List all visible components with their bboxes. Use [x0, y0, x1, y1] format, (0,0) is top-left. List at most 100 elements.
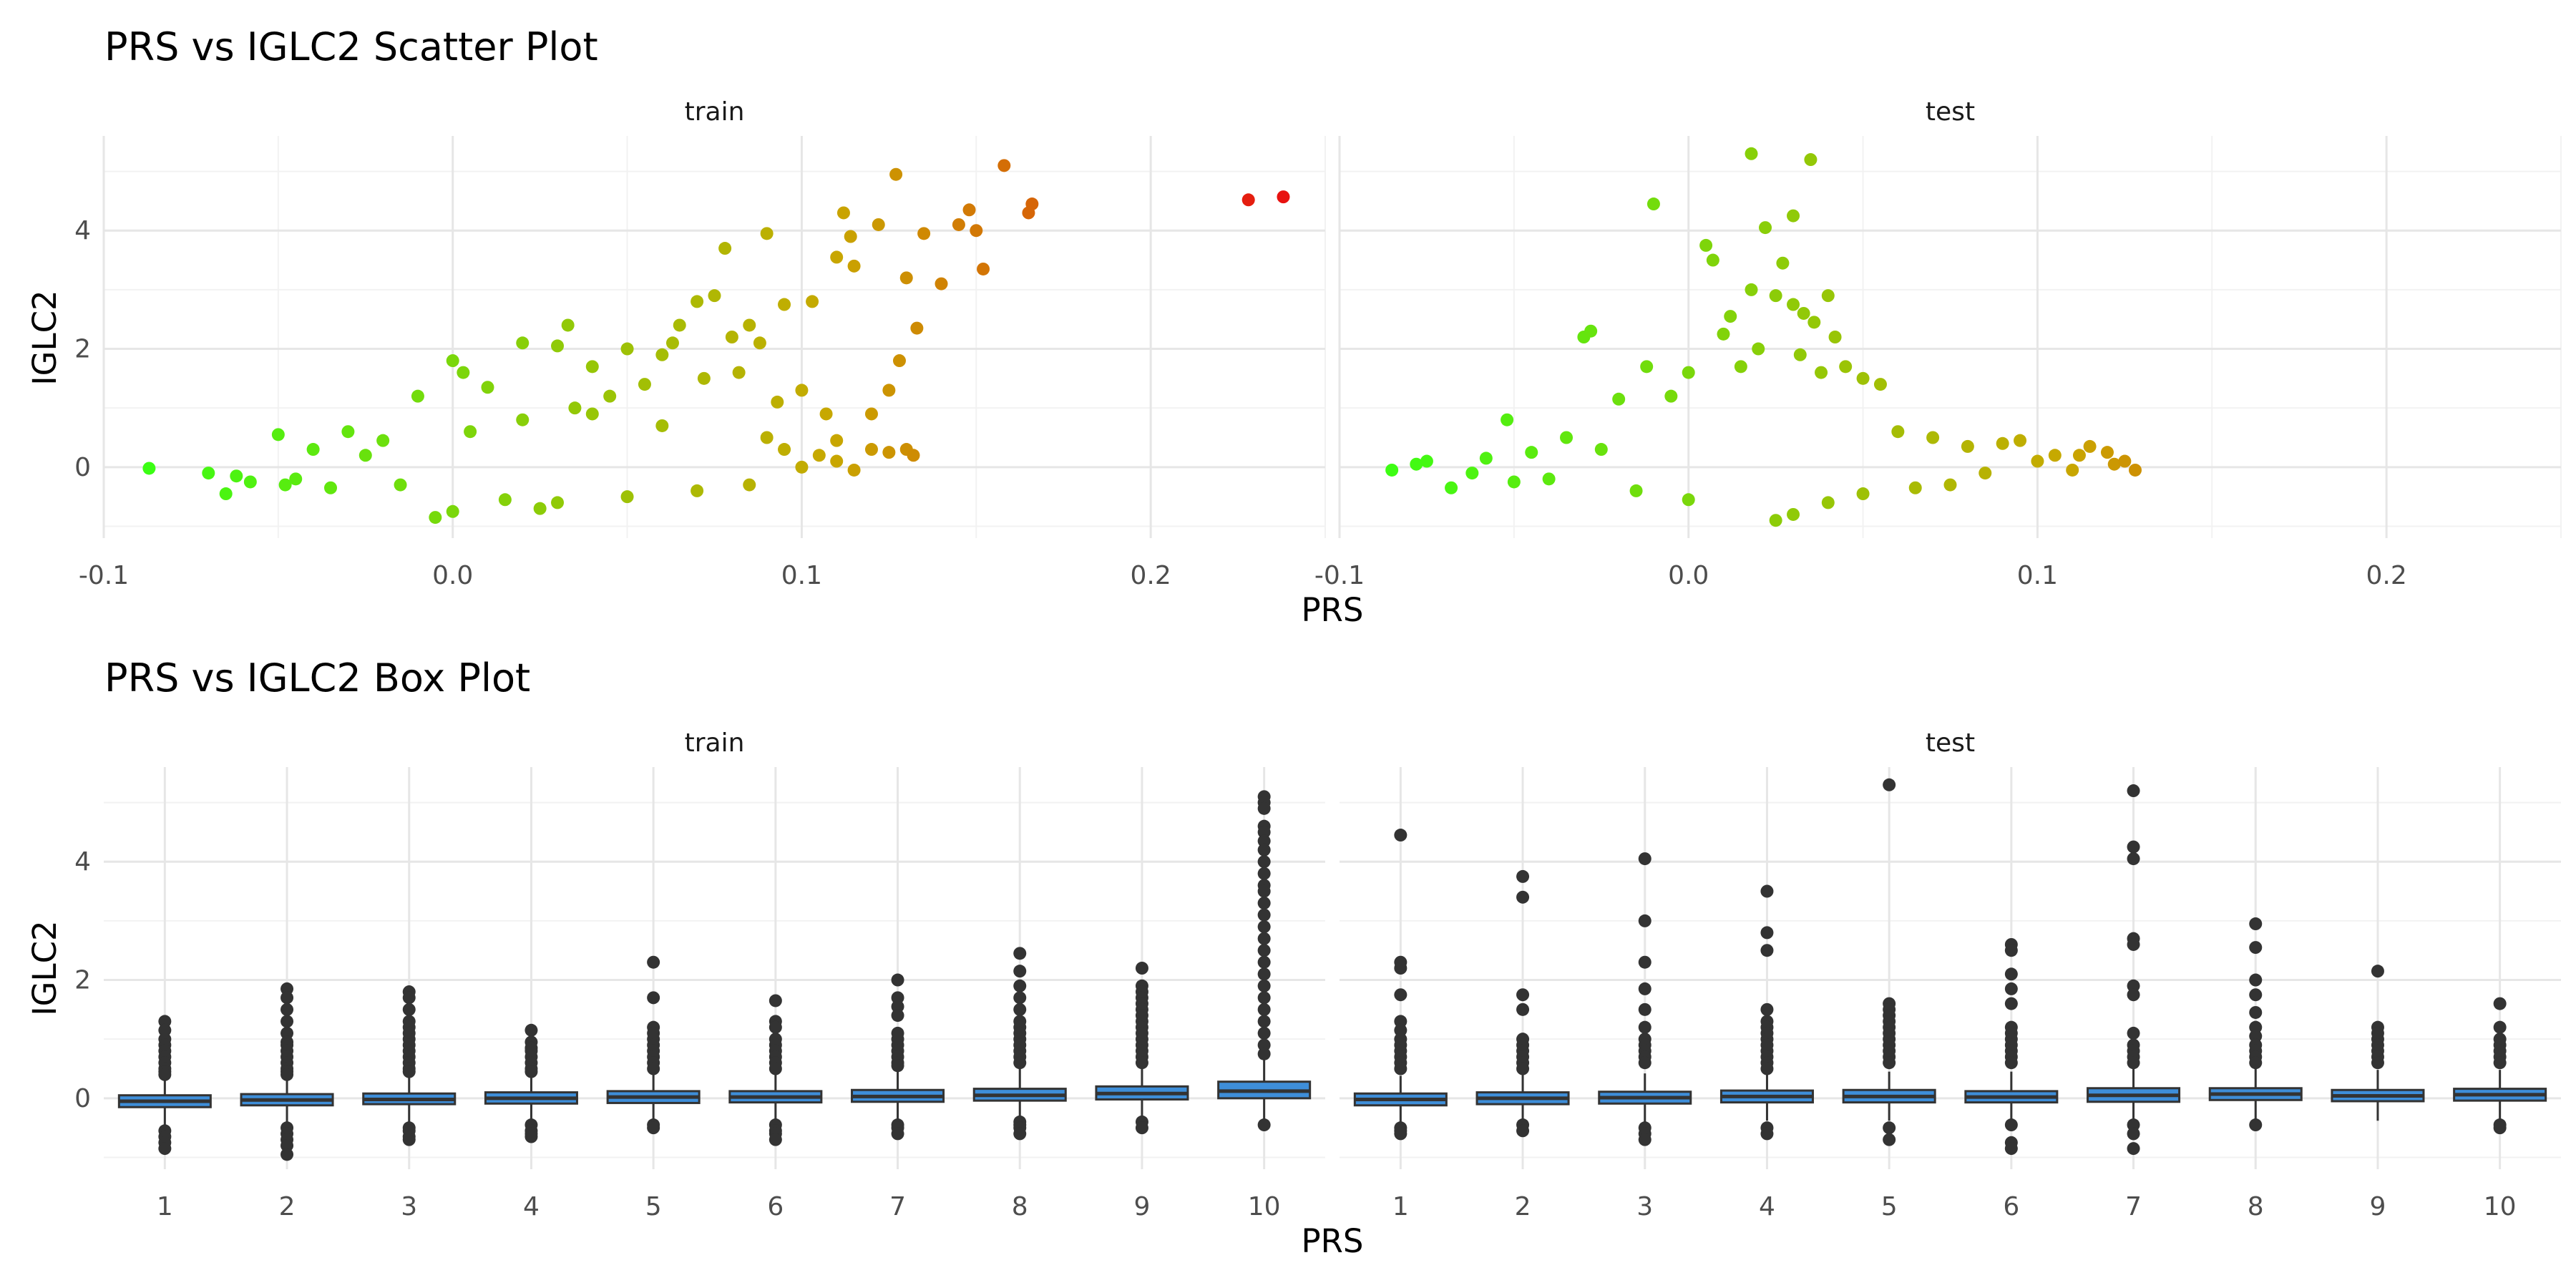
- outlier-point: [1516, 869, 1530, 883]
- outlier-point: [2127, 1118, 2140, 1132]
- data-point: [1542, 472, 1556, 486]
- data-point: [970, 224, 983, 238]
- data-point: [1699, 238, 1713, 252]
- box-7: [851, 973, 945, 1141]
- outlier-point: [2371, 1056, 2384, 1070]
- y-tick-label: 2: [74, 966, 91, 995]
- box-7: [2087, 784, 2181, 1156]
- outlier-point: [1257, 932, 1271, 945]
- data-point: [376, 434, 390, 447]
- data-point: [743, 318, 756, 332]
- data-point: [551, 496, 565, 509]
- outlier-point: [525, 1023, 538, 1037]
- outlier-point: [1394, 1015, 1407, 1028]
- outlier-point: [1257, 1026, 1271, 1040]
- data-point: [481, 381, 494, 394]
- x-tick-label: 5: [645, 1192, 662, 1221]
- data-point: [306, 443, 320, 457]
- x-tick-label: -0.1: [79, 561, 129, 590]
- data-point: [1420, 454, 1433, 468]
- data-point: [1797, 306, 1810, 320]
- data-point: [243, 475, 257, 489]
- data-point: [1745, 147, 1758, 160]
- data-point: [2107, 457, 2121, 471]
- data-point: [498, 493, 512, 507]
- data-point: [620, 342, 634, 356]
- outlier-point: [891, 1059, 904, 1073]
- x-tick-label: 10: [2484, 1192, 2517, 1221]
- data-point: [1821, 289, 1835, 303]
- outlier-point: [769, 1020, 782, 1034]
- data-point: [1821, 496, 1835, 509]
- outlier-point: [280, 991, 294, 1005]
- outlier-point: [1257, 1038, 1271, 1052]
- data-point: [2083, 439, 2097, 453]
- outlier-point: [1257, 825, 1271, 839]
- data-point: [1465, 467, 1479, 480]
- x-tick-label: 0.0: [1668, 561, 1709, 590]
- outlier-point: [2249, 1118, 2263, 1132]
- outlier-point: [158, 1142, 172, 1156]
- data-point: [917, 227, 931, 240]
- outlier-point: [1394, 1062, 1407, 1075]
- data-point: [289, 472, 303, 486]
- outlier-point: [769, 994, 782, 1008]
- data-point: [2048, 449, 2062, 462]
- data-point: [1664, 389, 1678, 403]
- x-tick-label: 0.2: [2366, 561, 2407, 590]
- data-point: [638, 378, 651, 391]
- box-5: [1842, 778, 1936, 1146]
- box-6: [1964, 937, 2059, 1156]
- outlier-point: [1638, 1002, 1652, 1016]
- x-tick-label: 10: [1248, 1192, 1281, 1221]
- box-3: [1598, 852, 1692, 1146]
- outlier-point: [1257, 944, 1271, 957]
- data-point: [899, 271, 913, 285]
- outlier-point: [2127, 852, 2140, 866]
- outlier-point: [525, 1130, 538, 1143]
- outlier-point: [2127, 937, 2140, 951]
- outlier-point: [1394, 1127, 1407, 1141]
- data-point: [603, 389, 617, 403]
- outlier-point: [2127, 840, 2140, 854]
- outlier-point: [2249, 988, 2263, 1002]
- data-point: [219, 487, 233, 501]
- data-point: [394, 478, 407, 492]
- outlier-point: [1013, 1002, 1027, 1016]
- data-point: [778, 443, 791, 457]
- outlier-point: [2127, 1127, 2140, 1141]
- x-tick-label: 3: [1636, 1192, 1653, 1221]
- outlier-point: [525, 1065, 538, 1078]
- y-tick-label: 0: [74, 453, 91, 482]
- scatter-facet-train: train 0 2 4 -0.1 0.0 0.1 0.2: [74, 97, 1326, 590]
- data-point: [278, 478, 292, 492]
- data-point: [1839, 360, 1853, 374]
- outlier-point: [1394, 962, 1407, 975]
- data-point: [1776, 256, 1790, 270]
- data-point: [732, 366, 746, 379]
- outlier-point: [2249, 917, 2263, 931]
- x-tick-label: 7: [2125, 1192, 2142, 1221]
- data-point: [691, 295, 704, 308]
- outlier-point: [1013, 1056, 1027, 1070]
- outlier-point: [2249, 1056, 2263, 1070]
- outlier-point: [647, 1062, 660, 1075]
- outlier-point: [1257, 1118, 1271, 1132]
- data-point: [864, 407, 878, 421]
- scatter-plot: PRS vs IGLC2 Scatter Plot train 0 2 4 -0.1 0.0…: [26, 24, 2562, 629]
- outlier-point: [2249, 1030, 2263, 1043]
- box-10: [1217, 790, 1312, 1132]
- box-9: [1095, 962, 1189, 1135]
- outlier-point: [158, 1068, 172, 1081]
- data-point: [697, 371, 711, 385]
- data-point: [620, 490, 634, 504]
- box-6: [728, 994, 823, 1146]
- outlier-point: [280, 1148, 294, 1161]
- data-point: [1525, 446, 1538, 459]
- outlier-point: [1883, 1056, 1896, 1070]
- data-point: [1979, 467, 1992, 480]
- facet-label: test: [1926, 728, 1975, 758]
- data-point: [568, 401, 582, 415]
- outlier-point: [1638, 982, 1652, 995]
